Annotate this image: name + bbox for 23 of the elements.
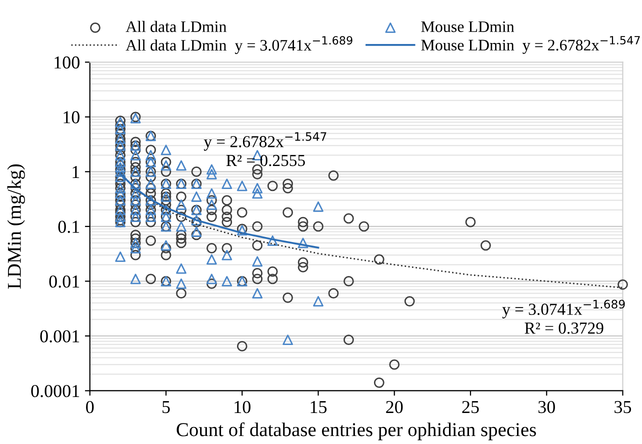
y-tick-label: 0.0001 [31,384,80,398]
y-tick-label: 0.01 [49,275,80,288]
legend-label: All data LDmin [126,20,226,32]
x-tick-label: 15 [310,401,327,414]
y-tick-label: 1 [72,166,80,178]
x-tick-label: 25 [462,401,479,414]
y-tick-label: 0.1 [58,220,80,233]
legend-label: All data LDmin y = 3.0741x$^{−1.689}$ [126,36,352,54]
x-tick-label: 20 [386,400,403,414]
legend-label: Mouse LDmin y = 2.6782x$^{−1.547}$ [421,36,640,54]
x-axis-title: Count of database entries per ophidian species [176,422,536,440]
x-tick-label: 10 [234,400,250,414]
y-tick-label: 10 [64,111,80,124]
y-axis-title: LDMin (mg/kg) [7,164,25,289]
x-tick-label: 0 [86,400,94,414]
annotation: y = 2.6782x$^{−1.547}$ R² = 0.2555 [204,132,326,166]
annotation: y = 3.0741x$^{−1.689}$ R² = 0.3729 [502,300,625,334]
x-tick-label: 35 [614,401,632,414]
y-tick-label: 100 [54,56,80,69]
x-tick-label: 30 [538,400,555,414]
legend-label: Mouse LDmin [421,21,514,32]
x-tick-label: 5 [162,401,170,414]
y-tick-label: 0.001 [40,330,80,342]
